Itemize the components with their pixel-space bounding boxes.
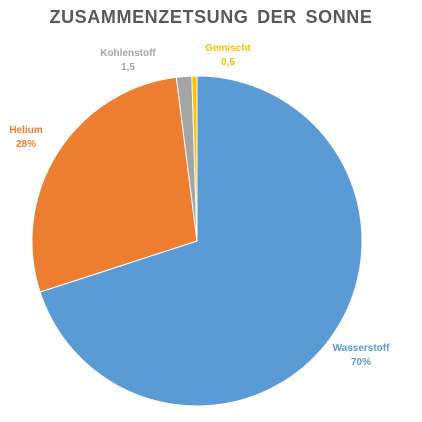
pie-slice-gemischt: [191, 75, 198, 242]
pie-label-value: 28%: [16, 139, 36, 150]
pie-label-wasserstoff: Wasserstoff 70%: [333, 343, 391, 368]
pie-label-name: Gemischt: [205, 43, 251, 54]
pie-label-value: 0,5: [221, 57, 235, 68]
pie-label-helium: Helium 28%: [9, 125, 42, 150]
pie-label-value: 1,5: [121, 62, 135, 73]
pie-label-name: Wasserstoff: [333, 343, 391, 354]
pie-label-name: Helium: [9, 125, 42, 136]
pie-slice-wasserstoff: [39, 75, 363, 407]
pie-label-gemischt: Gemischt 0,5: [205, 43, 251, 68]
pie-label-name: Kohlenstoff: [100, 48, 156, 59]
pie-label-kohlenstoff: Kohlenstoff 1,5: [100, 48, 156, 73]
pie-label-value: 70%: [351, 357, 371, 368]
pie-slice-helium: [31, 76, 198, 293]
chart-title: ZUSAMMENZETSUNG DER SONNE: [49, 7, 373, 27]
